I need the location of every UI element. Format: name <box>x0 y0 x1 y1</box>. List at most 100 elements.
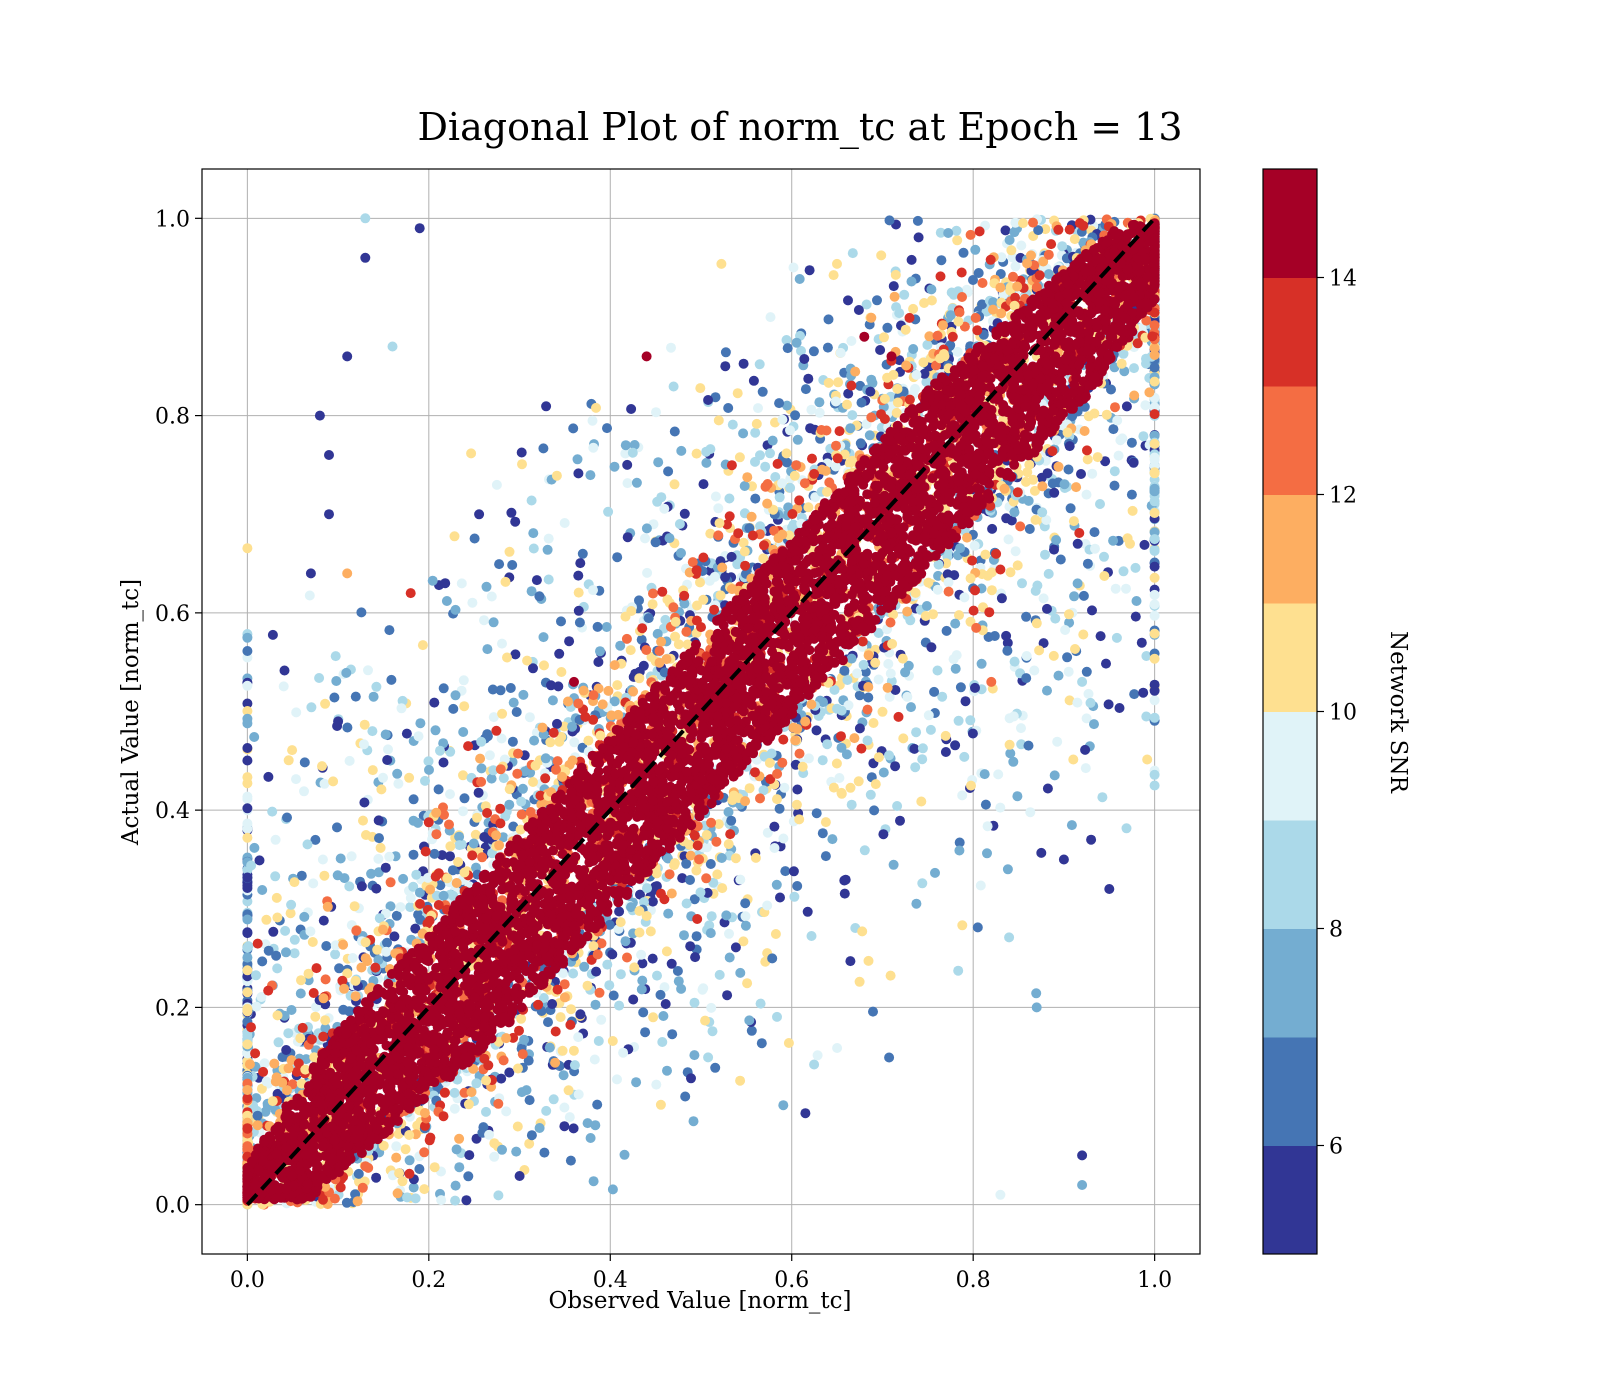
scatter-point <box>663 908 674 919</box>
scatter-point <box>820 851 831 862</box>
scatter-point <box>707 1026 718 1037</box>
scatter-point <box>666 342 676 353</box>
scatter-point <box>1068 516 1079 527</box>
scatter-point <box>1030 514 1041 525</box>
scatter-point <box>526 1130 537 1141</box>
scatter-point <box>1080 763 1091 774</box>
scatter-point <box>514 1025 524 1036</box>
scatter-point <box>1118 348 1129 359</box>
scatter-point <box>653 457 664 468</box>
scatter-point <box>547 999 558 1009</box>
scatter-point <box>408 849 419 860</box>
scatter-point <box>410 923 421 934</box>
scatter-point <box>501 1106 512 1117</box>
scatter-point <box>652 628 663 639</box>
scatter-point <box>459 793 470 804</box>
scatter-point <box>951 225 962 236</box>
scatter-point <box>730 942 741 953</box>
scatter-point <box>1149 320 1160 331</box>
scatter-point <box>494 840 505 851</box>
scatter-point <box>882 322 893 333</box>
scatter-point <box>991 548 1002 559</box>
scatter-point <box>272 963 283 974</box>
scatter-point <box>436 1195 447 1206</box>
scatter-point <box>1078 629 1089 640</box>
scatter-point <box>685 850 696 861</box>
scatter-point <box>977 299 987 310</box>
scatter-point <box>756 1038 767 1049</box>
scatter-point <box>820 817 831 828</box>
scatter-point <box>655 1099 666 1110</box>
scatter-point <box>575 1009 586 1020</box>
scatter-point <box>450 604 461 615</box>
scatter-point <box>792 723 803 734</box>
scatter-point <box>703 395 714 405</box>
scatter-point <box>1043 568 1054 579</box>
scatter-point <box>393 778 404 789</box>
scatter-point <box>585 1133 596 1143</box>
scatter-point <box>669 479 680 490</box>
scatter-point <box>706 911 717 922</box>
scatter-point <box>391 1152 402 1163</box>
scatter-point <box>828 270 839 281</box>
scatter-point <box>777 414 788 425</box>
scatter-point <box>550 1026 561 1037</box>
scatter-point <box>338 939 349 950</box>
scatter-point <box>637 975 648 986</box>
scatter-point <box>1082 454 1093 465</box>
scatter-point <box>631 1077 642 1088</box>
scatter-point <box>734 452 745 463</box>
scatter-point <box>330 651 341 662</box>
scatter-point <box>339 983 350 994</box>
scatter-point <box>849 733 860 744</box>
scatter-point <box>989 631 1000 641</box>
scatter-point <box>740 898 751 909</box>
scatter-point <box>545 737 556 748</box>
scatter-point <box>458 727 469 737</box>
scatter-point <box>986 585 997 596</box>
scatter-point <box>865 386 876 397</box>
scatter-point <box>380 862 391 873</box>
scatter-point <box>251 1093 262 1104</box>
scatter-point <box>588 585 598 596</box>
scatter-point <box>1018 218 1028 229</box>
scatter-point <box>967 555 978 566</box>
scatter-point <box>1113 450 1124 461</box>
scatter-point <box>318 915 329 926</box>
scatter-point <box>626 902 636 913</box>
scatter-point <box>242 755 253 766</box>
scatter-point <box>705 528 716 539</box>
scatter-point <box>461 1195 472 1206</box>
scatter-point <box>853 305 864 315</box>
scatter-point <box>733 528 744 539</box>
scatter-point <box>318 993 329 1004</box>
scatter-point <box>726 815 737 826</box>
scatter-point <box>360 937 371 948</box>
scatter-point <box>607 1184 618 1195</box>
scatter-point <box>516 447 527 458</box>
scatter-point <box>1021 611 1032 622</box>
scatter-point <box>911 898 922 909</box>
scatter-point <box>748 375 759 386</box>
scatter-point <box>1037 481 1048 492</box>
scatter-point <box>516 1013 527 1024</box>
scatter-point <box>350 975 361 986</box>
scatter-point <box>256 992 267 1002</box>
scatter-point <box>1038 593 1049 604</box>
scatter-point <box>894 355 905 366</box>
scatter-point <box>573 1089 584 1100</box>
scatter-point <box>781 335 792 345</box>
scatter-point <box>868 718 879 728</box>
scatter-point <box>695 887 706 898</box>
scatter-point <box>936 255 947 266</box>
scatter-point <box>625 645 636 656</box>
scatter-point <box>557 771 568 782</box>
scatter-point <box>1064 441 1075 452</box>
scatter-point <box>965 229 976 240</box>
scatter-point <box>750 427 761 438</box>
scatter-point <box>984 607 995 618</box>
scatter-point <box>1129 689 1140 700</box>
scatter-point <box>926 295 937 306</box>
scatter-point <box>885 617 896 628</box>
scatter-point <box>975 880 986 891</box>
